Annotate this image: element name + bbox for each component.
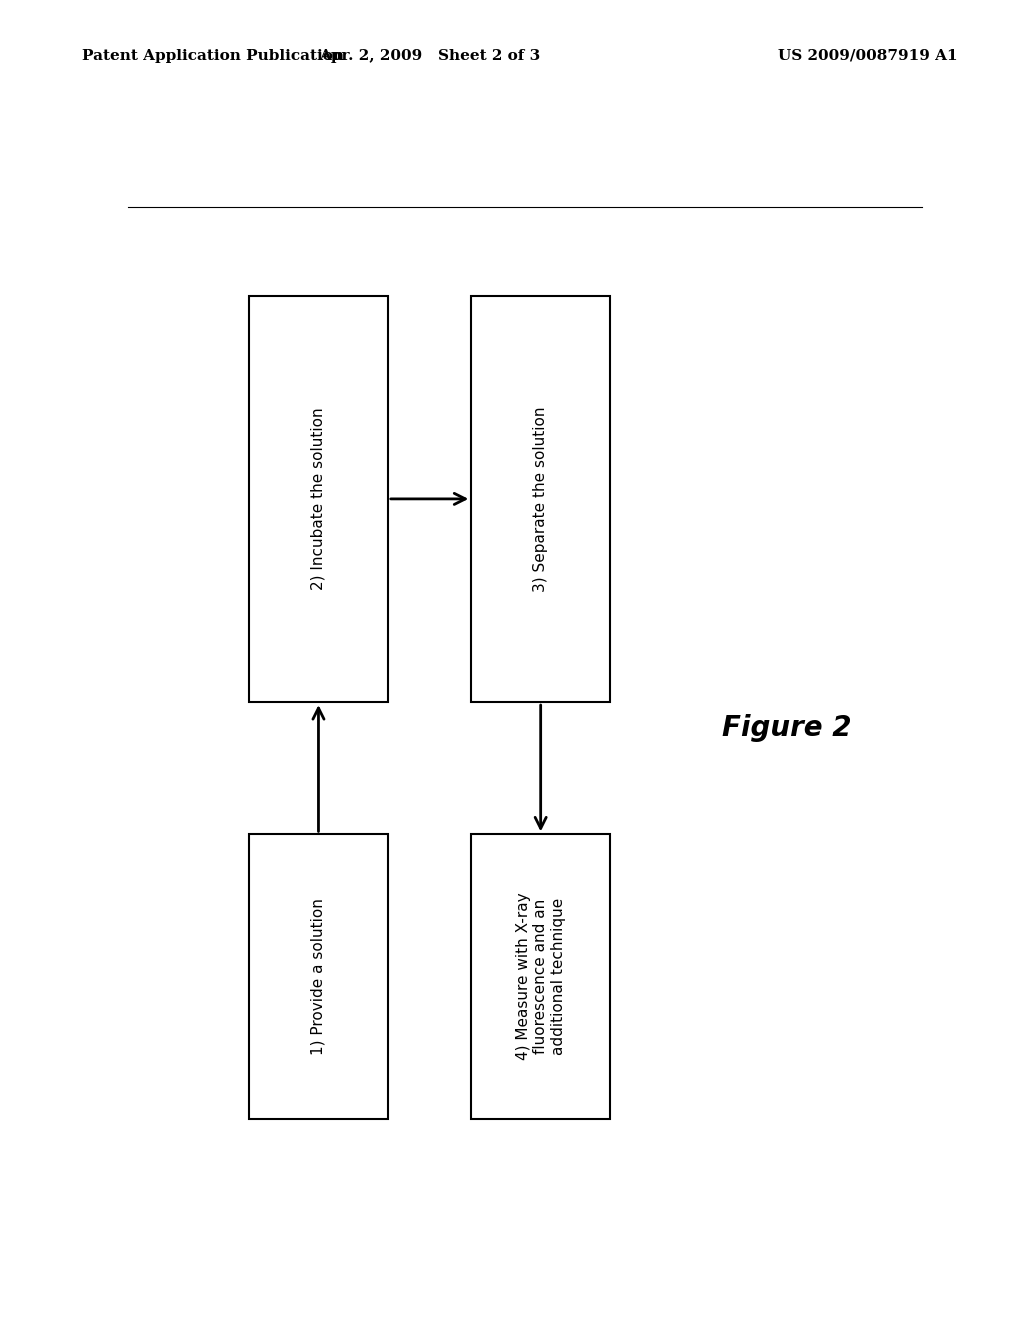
FancyBboxPatch shape xyxy=(471,834,610,1119)
FancyBboxPatch shape xyxy=(471,296,610,702)
Text: Figure 2: Figure 2 xyxy=(722,714,851,742)
Text: Apr. 2, 2009   Sheet 2 of 3: Apr. 2, 2009 Sheet 2 of 3 xyxy=(319,49,541,63)
Text: US 2009/0087919 A1: US 2009/0087919 A1 xyxy=(778,49,957,63)
Text: Patent Application Publication: Patent Application Publication xyxy=(82,49,344,63)
Text: 1) Provide a solution: 1) Provide a solution xyxy=(311,898,326,1055)
Text: 2) Incubate the solution: 2) Incubate the solution xyxy=(311,408,326,590)
FancyBboxPatch shape xyxy=(249,296,388,702)
Text: 4) Measure with X-ray
fluorescence and an
additional technique: 4) Measure with X-ray fluorescence and a… xyxy=(516,892,565,1060)
Text: 3) Separate the solution: 3) Separate the solution xyxy=(534,407,548,591)
FancyBboxPatch shape xyxy=(249,834,388,1119)
